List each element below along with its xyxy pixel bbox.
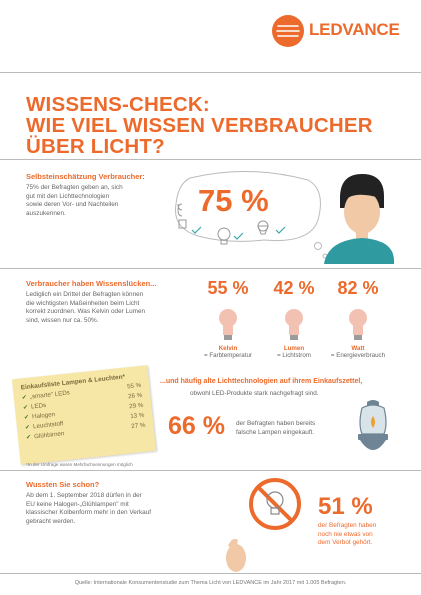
thinking-man-icon <box>324 174 395 264</box>
lumen-unit: Lumen <box>283 345 305 352</box>
section3-percent: 66 % <box>168 412 225 440</box>
title-line-2: WIE VIEL WISSEN VERBRAUCHER <box>26 114 373 137</box>
section3-subheading: obwohl LED-Produkte stark nachgefragt si… <box>190 390 319 397</box>
kelvin-unit: Kelvin <box>218 345 238 352</box>
source-note: Quelle: Internationale Konsumentenstudie… <box>74 580 347 586</box>
bulb-icon <box>285 309 303 340</box>
footnote: *In der Umfrage waren Mehrfachnennungen … <box>26 462 133 467</box>
section2-text: sind, wissen nur ca. 50%. <box>26 316 99 324</box>
thought-bubble-icon <box>174 170 328 259</box>
section4-percent: 51 % <box>318 493 373 520</box>
divider <box>0 573 421 574</box>
kelvin-meaning: = Farbtemperatur <box>204 352 252 359</box>
section2-text: die wichtigsten Maßeinheiten beim Licht <box>26 299 140 307</box>
section4-text: klassischer Kolbenform mehr in den Verka… <box>26 509 152 517</box>
section1-text: sowie deren Vor- und Nachteilen <box>26 201 119 209</box>
stat-kelvin: 55 % <box>196 278 260 347</box>
section1-text: gut mit den Lichttechnologien <box>26 192 110 200</box>
section1-heading: Selbsteinschätzung Verbraucher: <box>26 172 145 181</box>
divider <box>0 72 421 73</box>
section2-heading: Verbraucher haben Wissenslücken... <box>26 279 157 288</box>
title-line-1: WISSENS-CHECK: <box>26 93 210 116</box>
section1-text: auszukennen. <box>26 209 66 217</box>
watt-meaning: = Energieverbrauch <box>330 352 386 359</box>
section1-text: 75% der Befragten geben an, sich <box>26 184 123 191</box>
woman-surprised-icon <box>226 478 301 572</box>
divider <box>0 268 421 269</box>
section4-text: gebracht werden. <box>26 517 76 525</box>
section3-text: der Befragten haben bereits <box>236 420 316 427</box>
section3-heading: ...und häufig alte Lichttechnologien auf… <box>160 378 363 385</box>
lumen-meaning: = Lichtstrom <box>277 352 311 359</box>
stat-lumen: 42 % <box>262 278 326 347</box>
section1-percent: 75 % <box>198 183 269 218</box>
title-line-3: ÜBER LICHT? <box>26 135 165 158</box>
page-title: WISSENS-CHECK: WIE VIEL WISSEN VERBRAUCH… <box>26 94 373 157</box>
section4-heading: Wussten Sie schon? <box>26 480 100 489</box>
kelvin-percent: 55 % <box>207 278 249 298</box>
lumen-percent: 42 % <box>273 278 315 298</box>
watt-percent: 82 % <box>337 278 379 298</box>
shopping-list-note: Einkaufsliste Lampen & Leuchten* ✔ „smart… <box>11 365 157 465</box>
section4-text: Ab dem 1. September 2018 dürfen in der <box>26 492 142 499</box>
section4-percent-text: der Befragten haben <box>318 522 377 529</box>
oil-lamp-icon <box>358 400 388 450</box>
ledvance-logo-icon <box>272 15 304 47</box>
section4-percent-text: dem Verbot gehört. <box>318 539 373 547</box>
stat-watt: 82 % <box>326 278 390 347</box>
section2-text: korrekt zuordnen. Was Kelvin oder Lumen <box>26 308 146 316</box>
section4-percent-text: noch nie etwas von <box>318 530 373 538</box>
bulb-icon <box>349 309 367 340</box>
section3-text: falsche Lampen eingekauft. <box>236 428 315 436</box>
divider <box>0 470 421 471</box>
section4-text: EU keine Halogen-„Glühlampen" mit <box>26 500 129 508</box>
brand-name: LEDVANCE <box>309 20 400 39</box>
watt-unit: Watt <box>351 345 365 352</box>
divider <box>0 159 421 160</box>
bulb-icon <box>219 309 237 340</box>
section2-text: Lediglich ein Drittel der Befragten könn… <box>26 291 144 298</box>
